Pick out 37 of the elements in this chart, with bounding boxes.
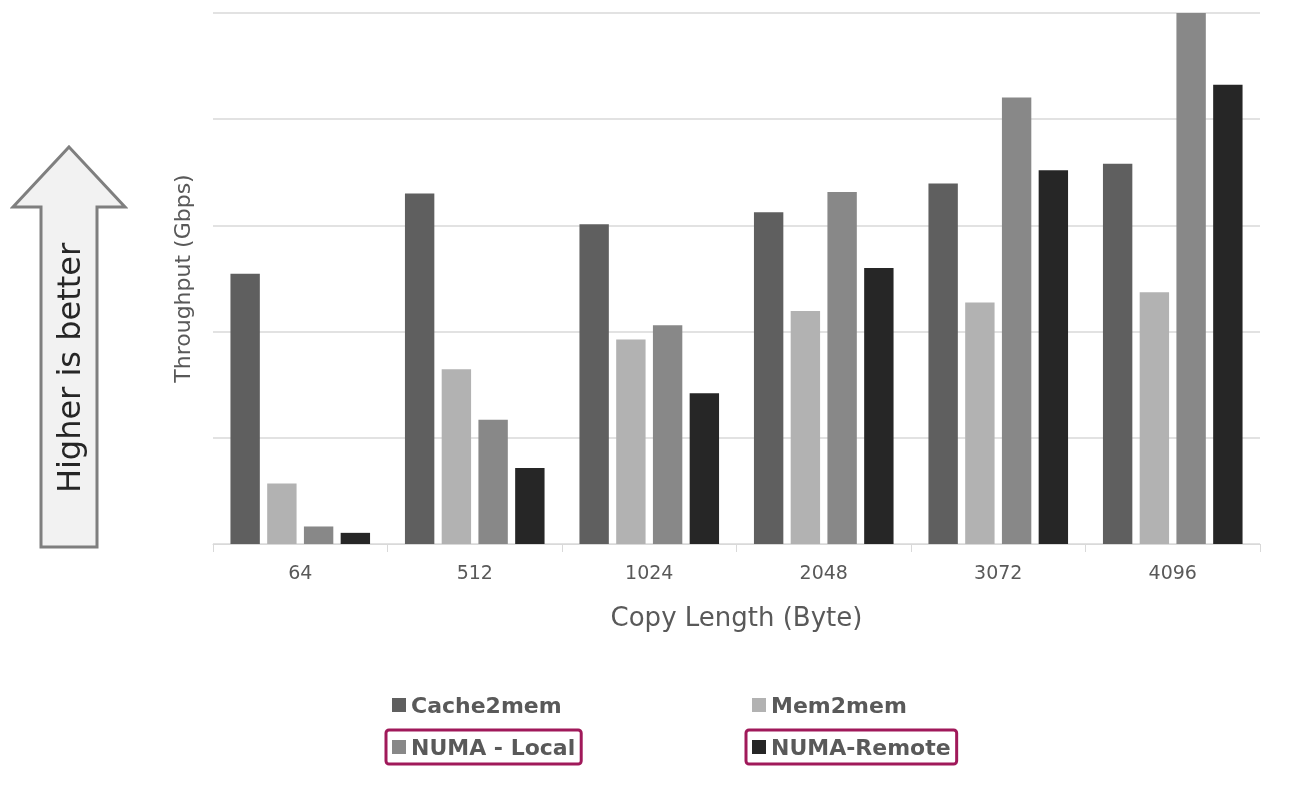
bar — [230, 273, 260, 544]
bar — [441, 369, 472, 544]
bar — [790, 310, 821, 544]
y-axis-title: Throughput (Gbps) — [169, 174, 195, 384]
bar — [267, 483, 297, 544]
text: Higher is better — [50, 242, 88, 494]
bar — [1001, 97, 1032, 544]
bar — [827, 191, 857, 544]
legend-label: Mem2mem — [771, 692, 907, 718]
bar — [404, 193, 435, 544]
bar — [478, 419, 508, 544]
bar — [753, 212, 784, 544]
bar — [1102, 163, 1133, 544]
legend-label: Cache2mem — [411, 692, 562, 718]
x-tick-label: 512 — [456, 560, 493, 583]
bar — [1139, 292, 1170, 544]
bar — [515, 468, 545, 544]
bar — [1176, 13, 1206, 544]
bar — [864, 267, 894, 544]
bar — [616, 339, 646, 544]
bar — [928, 183, 958, 544]
x-tick-label: 3072 — [974, 560, 1023, 583]
x-axis-title: Copy Length (Byte) — [610, 602, 863, 632]
bar — [303, 526, 334, 544]
bar — [340, 532, 371, 544]
bar — [579, 224, 609, 544]
legend-label: NUMA-Remote — [771, 734, 951, 760]
x-tick-label: 2048 — [799, 560, 848, 583]
bar — [689, 393, 720, 544]
bar — [1038, 170, 1069, 544]
bar — [965, 302, 995, 544]
x-tick-label: 4096 — [1148, 560, 1197, 583]
bar — [652, 325, 683, 544]
x-tick-label: 64 — [288, 560, 313, 583]
x-tick-label: 1024 — [625, 560, 674, 583]
bar — [1213, 84, 1243, 544]
legend-label: NUMA - Local — [411, 734, 576, 760]
